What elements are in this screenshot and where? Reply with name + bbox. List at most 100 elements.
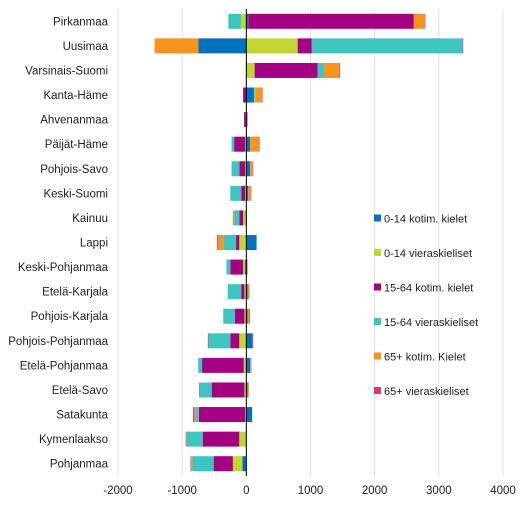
bars [154,13,464,472]
bar-lappi-15-64-vieraskieliset [223,235,237,250]
bar-pirkanmaa-0-14-kotim-kielet [246,13,249,29]
bar-uusimaa-15-64-kotim-kielet [297,38,312,54]
bar-p-ij-t-h-me-15-64-vieraskieliset [231,136,235,152]
gridlines [117,9,504,476]
bar-kainuu-15-64-vieraskieliset [234,210,240,226]
bar-etel-karjala-15-64-kotim-kielet [241,284,245,300]
category-label-pohjanmaa: Pohjanmaa [50,459,109,471]
bar-keski-pohjanmaa-0-14-vieraskieliset [243,259,246,275]
tick-labels: -2000 -1000 0 1000 2000 3000 4000 [103,485,516,497]
legend-label-65-kotim-kielet: 65+ kotim. Kielet [384,352,466,364]
legend-swatch-15-64-kotim-kielet [374,283,381,291]
bar-pohjanmaa-0-14-kotim-kielet [242,456,247,472]
bar-etel-pohjanmaa-15-64-kotim-kielet [202,357,244,373]
bar-keski-suomi-0-14-kotim-kielet [246,185,249,201]
bar-pohjanmaa-65-kotim-kielet [191,456,193,472]
x-tick-label-4: 2000 [362,485,388,497]
bar-pohjois-pohjanmaa-15-64-vieraskieliset [208,333,231,349]
category-label-lappi: Lappi [80,238,108,250]
bar-kanta-h-me-65-vieraskieliset [262,87,263,103]
bar-kainuu-0-14-vieraskieliset [243,210,246,226]
bar-etel-pohjanmaa-65-kotim-kielet [250,357,251,373]
x-tick-label-0: -2000 [103,485,132,497]
bar-etel-savo-65-kotim-kielet [247,382,249,398]
bar-pohjois-savo-15-64-kotim-kielet [239,161,246,177]
bar-p-ij-t-h-me-0-14-kotim-kielet [246,136,251,152]
bar-p-ij-t-h-me-15-64-kotim-kielet [234,136,246,152]
bar-satakunta-15-64-kotim-kielet [198,407,246,423]
bar-satakunta-0-14-kotim-kielet [246,407,253,423]
bar-kanta-h-me-0-14-kotim-kielet [246,87,255,103]
bar-etel-karjala-65-vieraskieliset [248,284,250,300]
bar-etel-karjala-15-64-vieraskieliset [227,284,242,300]
bar-uusimaa-0-14-kotim-kielet [198,38,247,54]
bar-pohjois-karjala-15-64-kotim-kielet [234,308,245,324]
legend: 0-14 kotim. kielet 0-14 vieraskieliset 15-… [374,214,478,398]
bar-lappi-65-vieraskieliset [217,235,219,250]
category-label-keski-pohjanmaa: Keski-Pohjanmaa [18,262,109,274]
bar-pirkanmaa-0-14-vieraskieliset [241,13,247,29]
bar-etel-pohjanmaa-15-64-vieraskieliset [198,357,203,373]
bar-pohjanmaa-15-64-kotim-kielet [213,456,233,472]
bar-kanta-h-me-65-kotim-kielet [255,87,263,103]
bar-lappi-15-64-kotim-kielet [236,235,240,250]
bar-etel-pohjanmaa-0-14-vieraskieliset [243,357,247,373]
bar-ahvenanmaa-65-vieraskieliset [247,112,248,128]
bar-satakunta-0-14-vieraskieliset [245,407,247,423]
bar-kanta-h-me-0-14-vieraskieliset [254,87,255,103]
bar-kanta-h-me-15-64-kotim-kielet [243,87,247,103]
bar-lappi-0-14-kotim-kielet [246,235,257,250]
category-label-kymenlaakso: Kymenlaakso [39,434,108,446]
bar-p-ij-t-h-me-65-kotim-kielet [250,136,260,152]
bar-pohjois-savo-65-kotim-kielet [250,161,253,177]
x-tick-label-2: 0 [243,485,249,497]
legend-swatch-0-14-kotim-kielet [374,214,381,222]
bar-varsinais-suomi-65-vieraskieliset [339,62,341,78]
bar-etel-pohjanmaa-0-14-kotim-kielet [246,357,251,373]
bar-pirkanmaa-65-vieraskieliset [424,13,426,29]
bar-pohjois-savo-65-vieraskieliset [252,161,254,177]
x-tick-label-3: 1000 [298,485,324,497]
bar-kymenlaakso-15-64-kotim-kielet [202,431,240,447]
bar-pohjois-pohjanmaa-15-64-kotim-kielet [230,333,240,349]
bar-keski-pohjanmaa-0-14-kotim-kielet [245,259,247,275]
legend-label-0-14-vieraskieliset: 0-14 vieraskieliset [384,248,472,260]
category-label-ahvenanmaa: Ahvenanmaa [40,115,108,127]
bar-pohjois-savo-0-14-kotim-kielet [246,161,251,177]
bar-pohjois-savo-0-14-vieraskieliset [245,161,247,177]
bar-pohjois-pohjanmaa-0-14-vieraskieliset [239,333,247,349]
bar-pohjois-pohjanmaa-65-kotim-kielet [252,333,254,349]
bar-keski-pohjanmaa-15-64-vieraskieliset [226,259,231,275]
bar-p-ij-t-h-me-0-14-vieraskieliset [245,136,247,152]
legend-swatch-65-vieraskieliset [374,387,381,394]
bar-uusimaa-65-vieraskieliset [462,38,464,54]
category-label-uusimaa: Uusimaa [63,41,109,53]
category-label-p-ij-t-h-me: Päijät-Häme [45,139,108,151]
bar-etel-savo-0-14-vieraskieliset [244,382,247,398]
category-label-varsinais-suomi: Varsinais-Suomi [25,65,108,77]
bar-pirkanmaa-15-64-kotim-kielet [248,13,414,29]
legend-swatch-15-64-vieraskieliset [374,318,381,325]
bar-varsinais-suomi-0-14-vieraskieliset [246,62,255,78]
bar-pirkanmaa-65-kotim-kielet [413,13,425,29]
bar-keski-suomi-65-vieraskieliset [250,185,252,201]
bar-p-ij-t-h-me-65-vieraskieliset [259,136,260,152]
bar-pohjois-savo-15-64-vieraskieliset [231,161,240,177]
bar-keski-suomi-0-14-vieraskieliset [245,185,247,201]
bar-satakunta-65-vieraskieliset [193,407,195,423]
bar-kymenlaakso-0-14-vieraskieliset [239,431,246,447]
bar-etel-pohjanmaa-65-vieraskieliset [250,357,252,373]
category-labels: Pirkanmaa Uusimaa Varsinais-Suomi Kanta-Häm… [8,16,108,470]
bar-uusimaa-65-kotim-kielet [154,38,199,54]
category-label-etel-savo: Etelä-Savo [52,385,108,397]
bar-etel-savo-15-64-kotim-kielet [211,382,245,398]
bar-keski-pohjanmaa-15-64-kotim-kielet [230,259,244,275]
bar-kymenlaakso-65-kotim-kielet [186,431,187,447]
bar-etel-karjala-0-14-vieraskieliset [244,284,247,300]
category-label-pirkanmaa: Pirkanmaa [53,16,109,28]
bar-kymenlaakso-15-64-vieraskieliset [186,431,203,447]
bar-pohjois-karjala-15-64-vieraskieliset [223,308,235,324]
x-tick-label-5: 3000 [426,485,452,497]
category-label-satakunta: Satakunta [56,410,108,422]
